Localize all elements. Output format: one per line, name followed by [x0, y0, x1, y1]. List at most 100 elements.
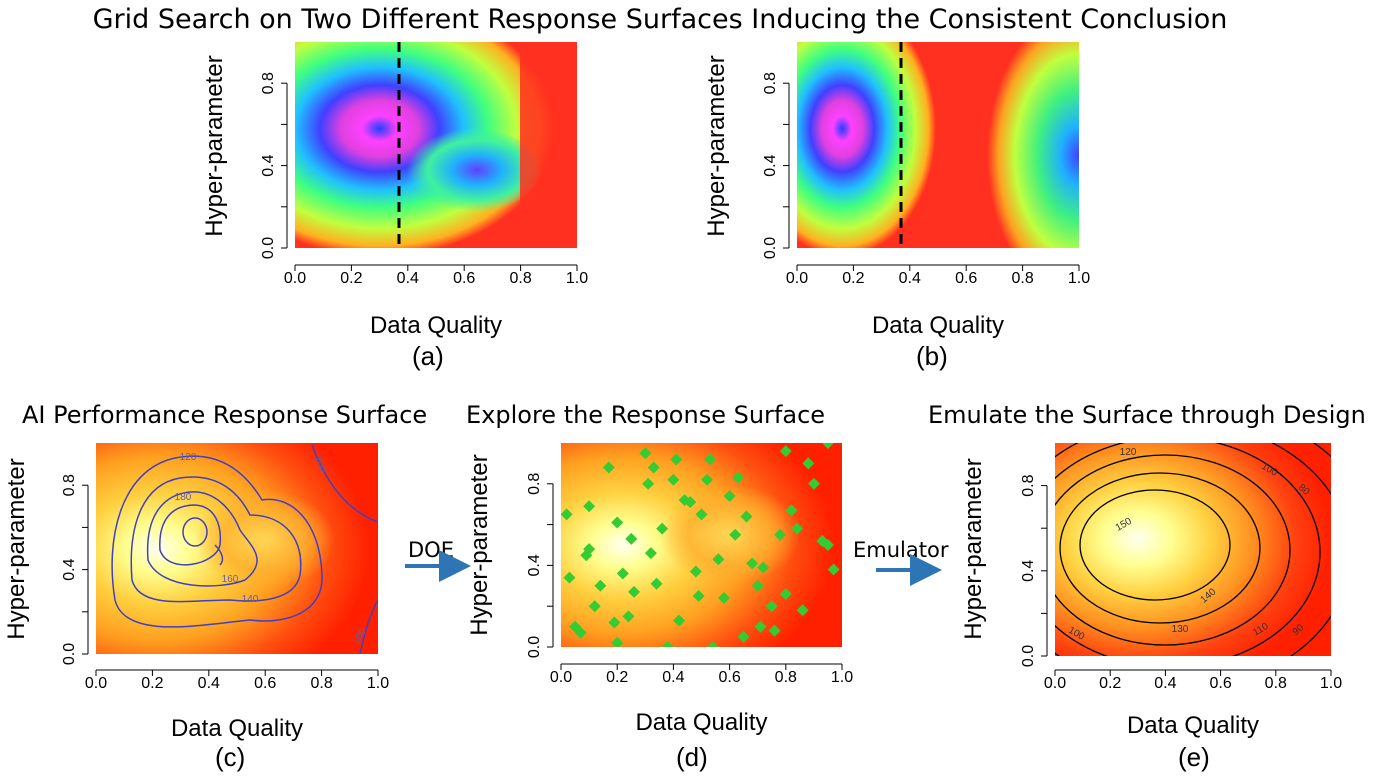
- y-axis-label: Hyper-parameter: [201, 55, 228, 236]
- contour-label: 120: [180, 452, 197, 463]
- x-tick-label: 0.8: [1011, 270, 1033, 287]
- design-point: [717, 592, 730, 605]
- design-point: [583, 543, 596, 556]
- y-tick-label: 0.0: [260, 237, 277, 259]
- design-point: [779, 445, 792, 458]
- panel-e-title: Emulate the Surface through Design: [928, 401, 1366, 429]
- panel-c-title: AI Performance Response Surface: [22, 401, 428, 429]
- x-axis-label: Data Quality: [872, 312, 1004, 339]
- contour-label: 160: [222, 574, 239, 585]
- design-point: [588, 600, 601, 613]
- y-tick-label: 0.0: [762, 237, 779, 259]
- design-point: [667, 473, 680, 486]
- x-tick-label: 0.4: [1154, 675, 1176, 692]
- x-tick-label: 1.0: [1320, 675, 1342, 692]
- main-title: Grid Search on Two Different Response Su…: [92, 4, 1228, 35]
- y-tick-label: 0.4: [260, 154, 277, 176]
- design-point: [628, 585, 641, 598]
- x-tick-label: 0.2: [606, 669, 628, 686]
- design-point: [583, 500, 596, 513]
- design-point: [574, 626, 587, 639]
- panel-d-title: Explore the Response Surface: [466, 401, 826, 429]
- design-point: [732, 471, 745, 484]
- design-point: [670, 453, 683, 466]
- design-point: [821, 443, 834, 449]
- panel-c-contours: [111, 444, 378, 654]
- x-axis-label: Data Quality: [370, 312, 502, 339]
- design-point: [827, 563, 840, 576]
- y-tick-label: 0.8: [61, 474, 78, 496]
- x-tick-label: 0.0: [1044, 675, 1066, 692]
- design-point: [625, 532, 638, 545]
- design-point: [611, 636, 624, 647]
- x-tick-label: 0.2: [1099, 675, 1121, 692]
- design-point: [594, 579, 607, 592]
- design-point: [746, 557, 759, 570]
- x-tick-label: 0.0: [284, 270, 306, 287]
- y-tick-label: 0.4: [526, 554, 543, 576]
- design-point: [791, 522, 804, 535]
- design-point: [695, 508, 708, 521]
- panel-d: 0.0 0.2 0.4 0.6 0.8 1.0 0.0 0.4 0.8 Data Quality H…: [466, 443, 853, 736]
- x-tick-label: 0.6: [453, 270, 475, 287]
- design-point: [563, 571, 576, 584]
- x-axis-label: Data Quality: [171, 715, 303, 742]
- contour-label: 120: [1120, 447, 1137, 458]
- design-point: [602, 461, 615, 474]
- x-axis-label: Data Quality: [635, 709, 767, 736]
- x-tick-label: 0.4: [198, 675, 220, 692]
- x-tick-label: 0.8: [310, 675, 332, 692]
- x-tick-label: 0.2: [842, 270, 864, 287]
- design-point: [737, 630, 750, 643]
- design-point: [673, 614, 686, 627]
- x-tick-label: 0.2: [340, 270, 362, 287]
- design-point: [740, 510, 753, 523]
- x-tick-label: 0.8: [1265, 675, 1287, 692]
- design-point: [639, 447, 652, 460]
- design-point: [785, 504, 798, 517]
- design-point: [779, 587, 792, 600]
- panel-a-secondary-blob: [400, 128, 540, 212]
- design-point: [644, 547, 657, 560]
- x-tick-label: 0.8: [509, 270, 531, 287]
- design-point: [684, 496, 697, 509]
- design-point: [701, 473, 714, 486]
- design-point: [650, 577, 663, 590]
- panel-a-label: (a): [412, 341, 444, 371]
- design-point: [751, 579, 764, 592]
- panel-b-heatmap-left: [797, 42, 948, 248]
- x-tick-label: 1.0: [1068, 270, 1090, 287]
- design-point: [622, 610, 635, 623]
- design-point: [689, 565, 702, 578]
- design-point: [656, 522, 669, 535]
- design-point: [616, 567, 629, 580]
- panel-b: 0.0 0.2 0.4 0.6 0.8 1.0 0.0 0.4 0.8 Data Quality H…: [703, 42, 1090, 339]
- y-tick-label: 0.8: [762, 72, 779, 94]
- design-point: [661, 641, 674, 647]
- design-point: [821, 539, 834, 551]
- design-point: [807, 477, 820, 490]
- y-tick-label: 0.0: [61, 643, 78, 665]
- contour-label: 140: [242, 594, 259, 605]
- panel-b-heatmap-right: [948, 42, 1079, 248]
- contour-label: 180: [175, 492, 192, 503]
- design-point: [796, 604, 809, 617]
- panel-b-label: (b): [916, 341, 948, 371]
- y-tick-label: 0.4: [762, 154, 779, 176]
- x-tick-label: 0.0: [550, 669, 572, 686]
- design-point: [692, 590, 705, 602]
- design-point: [611, 516, 624, 529]
- design-point: [703, 453, 716, 466]
- design-point: [802, 457, 815, 470]
- y-tick-label: 0.0: [1020, 645, 1037, 667]
- y-axis-label: Hyper-parameter: [960, 458, 987, 639]
- design-point: [647, 461, 660, 474]
- design-point: [729, 528, 742, 541]
- y-axis-label: Hyper-parameter: [466, 454, 493, 635]
- design-point: [765, 600, 778, 613]
- y-axis-label: Hyper-parameter: [703, 55, 730, 236]
- x-tick-label: 1.0: [566, 270, 588, 287]
- design-point: [757, 561, 770, 574]
- design-point: [561, 508, 573, 521]
